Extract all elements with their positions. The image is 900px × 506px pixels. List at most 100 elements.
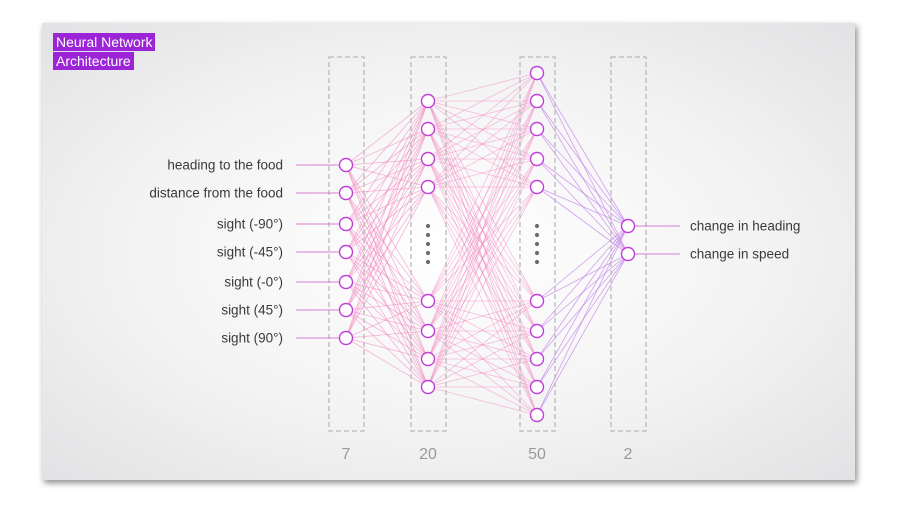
edge-l1-l2-6-2 bbox=[345, 158, 429, 339]
edge-l1-l2-1-6 bbox=[345, 192, 429, 360]
ellipsis-dot-3-4 bbox=[534, 250, 540, 256]
node-l1-4 bbox=[338, 244, 354, 260]
edge-l2-l3-1-5 bbox=[427, 128, 538, 302]
node-l3-5 bbox=[529, 179, 545, 195]
edge-l3-l4-2-0 bbox=[536, 128, 629, 227]
edge-l3-l4-6-0 bbox=[536, 225, 629, 332]
node-l2-3 bbox=[420, 151, 436, 167]
edge-l2-l3-7-5 bbox=[427, 300, 538, 388]
connection-lines bbox=[345, 72, 629, 416]
edge-l1-l2-3-0 bbox=[345, 100, 429, 253]
edge-l2-l3-2-1 bbox=[427, 100, 538, 160]
layer-box-2 bbox=[410, 56, 447, 432]
node-l4-2 bbox=[620, 246, 636, 262]
diagram-title: Neural Network Architecture bbox=[53, 33, 156, 71]
edge-l3-l4-7-0 bbox=[536, 225, 629, 360]
edge-l2-l3-2-6 bbox=[427, 158, 538, 332]
edge-l2-l3-2-4 bbox=[427, 158, 538, 188]
edge-l2-l3-7-3 bbox=[427, 158, 538, 388]
edge-l2-l3-7-1 bbox=[427, 100, 538, 388]
edge-l1-l2-6-1 bbox=[345, 128, 429, 339]
edge-l1-l2-3-4 bbox=[345, 251, 429, 302]
node-l3-6 bbox=[529, 293, 545, 309]
ellipsis-dots bbox=[425, 223, 540, 265]
layer-size-1: 7 bbox=[342, 446, 351, 463]
edge-l3-l4-8-0 bbox=[536, 225, 629, 388]
edge-l1-l2-2-5 bbox=[345, 223, 429, 332]
edge-l1-l2-2-0 bbox=[345, 100, 429, 225]
node-l2-7 bbox=[420, 351, 436, 367]
input-label-5: sight (-0°) bbox=[224, 275, 283, 290]
layer-box-1 bbox=[328, 56, 365, 432]
layer-size-4: 2 bbox=[624, 446, 633, 463]
node-l2-1 bbox=[420, 93, 436, 109]
ellipsis-dot-2-1 bbox=[425, 223, 431, 229]
input-label-2: distance from the food bbox=[149, 186, 283, 201]
edge-l1-l2-4-0 bbox=[345, 100, 429, 283]
node-l2-4 bbox=[420, 179, 436, 195]
edge-l2-l3-6-3 bbox=[427, 158, 538, 360]
edge-l2-l3-4-3 bbox=[427, 158, 538, 302]
edge-l1-l2-1-7 bbox=[345, 192, 429, 388]
edge-l1-l2-6-7 bbox=[345, 337, 429, 388]
edge-l2-l3-6-1 bbox=[427, 100, 538, 360]
ellipsis-dot-3-1 bbox=[534, 223, 540, 229]
edge-l1-l2-1-0 bbox=[345, 100, 429, 194]
edge-l3-l4-2-1 bbox=[536, 128, 629, 255]
edge-l1-l2-0-0 bbox=[345, 100, 429, 166]
ellipsis-dot-3-2 bbox=[534, 232, 540, 238]
edge-l1-l2-6-3 bbox=[345, 186, 429, 339]
node-l3-10 bbox=[529, 407, 545, 423]
edge-l1-l2-5-5 bbox=[345, 309, 429, 332]
edge-l2-l3-0-8 bbox=[427, 100, 538, 388]
ellipsis-dot-3-3 bbox=[534, 241, 540, 247]
title-line-2: Architecture bbox=[53, 52, 134, 70]
layer-boxes bbox=[328, 56, 647, 432]
layer-box-3 bbox=[519, 56, 556, 432]
slide-background bbox=[42, 23, 855, 480]
node-l2-2 bbox=[420, 121, 436, 137]
edge-l2-l3-3-8 bbox=[427, 186, 538, 388]
edge-l1-l2-3-1 bbox=[345, 128, 429, 253]
edge-l2-l3-3-1 bbox=[427, 100, 538, 188]
edge-l2-l3-5-8 bbox=[427, 330, 538, 388]
edge-l3-l4-9-1 bbox=[536, 253, 629, 416]
layer-size-2: 20 bbox=[419, 446, 437, 463]
node-l3-9 bbox=[529, 379, 545, 395]
edge-l3-l4-5-0 bbox=[536, 225, 629, 302]
node-l4-1 bbox=[620, 218, 636, 234]
ellipsis-dot-2-5 bbox=[425, 259, 431, 265]
node-l2-8 bbox=[420, 379, 436, 395]
title-line-1: Neural Network bbox=[53, 33, 156, 51]
output-label-1: change in heading bbox=[690, 219, 800, 234]
node-l2-5 bbox=[420, 293, 436, 309]
output-label-2: change in speed bbox=[690, 247, 789, 262]
edge-l2-l3-4-8 bbox=[427, 300, 538, 388]
node-l1-2 bbox=[338, 185, 354, 201]
layer-box-4 bbox=[610, 56, 647, 432]
node-l3-3 bbox=[529, 121, 545, 137]
input-label-7: sight (90°) bbox=[221, 331, 283, 346]
ellipsis-dot-2-3 bbox=[425, 241, 431, 247]
edge-l2-l3-5-1 bbox=[427, 100, 538, 332]
node-l3-8 bbox=[529, 351, 545, 367]
input-lines bbox=[296, 164, 680, 339]
edge-l1-l2-6-4 bbox=[345, 300, 429, 339]
ellipsis-dot-2-2 bbox=[425, 232, 431, 238]
node-l3-1 bbox=[529, 65, 545, 81]
edge-l2-l3-4-1 bbox=[427, 100, 538, 302]
node-l3-7 bbox=[529, 323, 545, 339]
edge-l2-l3-1-8 bbox=[427, 128, 538, 388]
edge-l2-l3-1-1 bbox=[427, 100, 538, 130]
node-l1-5 bbox=[338, 274, 354, 290]
edge-l1-l2-1-4 bbox=[345, 192, 429, 302]
input-label-3: sight (-90°) bbox=[217, 217, 283, 232]
input-label-4: sight (-45°) bbox=[217, 245, 283, 260]
edge-l2-l3-6-8 bbox=[427, 358, 538, 388]
edge-l3-l4-4-1 bbox=[536, 186, 629, 255]
edge-l3-l4-3-0 bbox=[536, 158, 629, 227]
edge-l3-l4-5-1 bbox=[536, 253, 629, 302]
node-l3-4 bbox=[529, 151, 545, 167]
node-l1-1 bbox=[338, 157, 354, 173]
